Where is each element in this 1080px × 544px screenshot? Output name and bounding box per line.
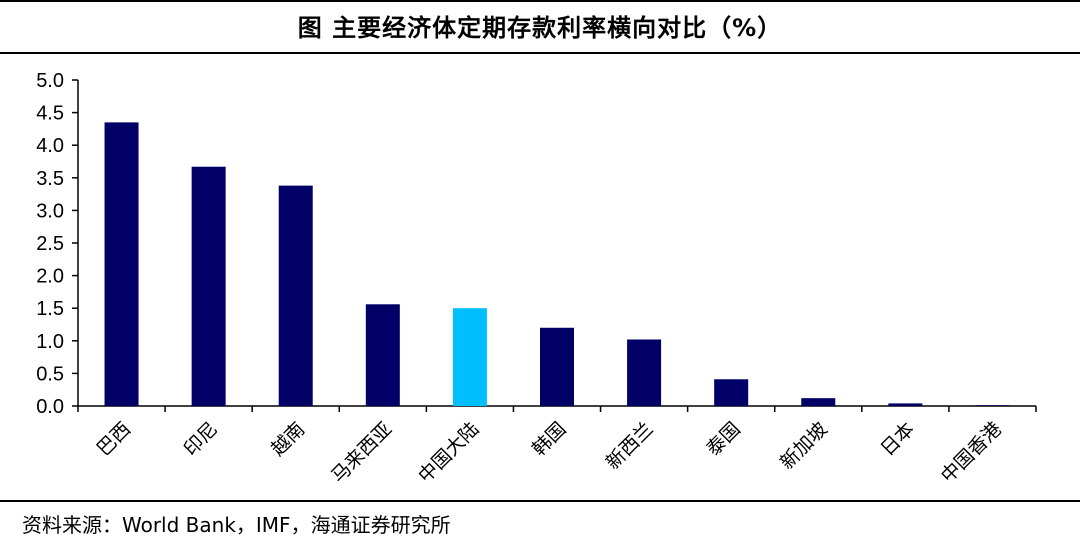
x-tick-label: 越南 <box>267 418 309 460</box>
y-tick-label: 0.5 <box>36 363 64 385</box>
bar <box>104 122 139 406</box>
bar <box>714 379 749 406</box>
y-tick-label: 2.0 <box>36 266 64 288</box>
x-tick-label: 中国香港 <box>937 418 1006 487</box>
bar <box>540 327 574 406</box>
chart-title: 图 主要经济体定期存款利率横向对比（%） <box>297 14 783 42</box>
x-tick-label: 印尼 <box>180 418 222 460</box>
bar <box>888 403 923 406</box>
x-tick-label: 巴西 <box>93 418 135 460</box>
x-tick-label: 日本 <box>876 418 918 460</box>
y-tick-label: 4.0 <box>36 135 64 157</box>
bar <box>278 185 313 406</box>
x-tick-label: 马来西亚 <box>327 418 396 487</box>
bar <box>975 405 1010 406</box>
chart-area: 0.0 0.5 1.0 1.5 2.0 2.5 3.0 3.5 4.0 4.5 5.0 巴西 印尼 越南马… <box>0 56 1080 496</box>
y-tick-label: 1.5 <box>36 298 64 320</box>
title-rule <box>0 52 1080 54</box>
bar <box>191 166 226 406</box>
y-tick-label: 0.0 <box>36 396 64 418</box>
x-tick-label: 泰国 <box>702 418 744 460</box>
bar <box>452 308 487 406</box>
x-tick-label: 新加坡 <box>776 418 832 474</box>
bar <box>627 339 662 406</box>
source-note: 资料来源：World Bank，IMF，海通证券研究所 <box>22 513 451 537</box>
y-tick-label: 4.5 <box>36 103 64 125</box>
bar <box>365 304 400 406</box>
y-tick-label: 2.5 <box>36 233 64 255</box>
bottom-rule <box>0 500 1080 502</box>
top-rule <box>0 0 1080 2</box>
x-tick-label: 新西兰 <box>602 418 658 474</box>
bar-chart: 0.0 0.5 1.0 1.5 2.0 2.5 3.0 3.5 4.0 4.5 5.0 巴西 印尼 越南马… <box>36 70 1037 487</box>
x-tick-label: 中国大陆 <box>414 418 483 487</box>
y-tick-label: 5.0 <box>36 70 64 92</box>
y-tick-label: 3.0 <box>36 200 64 222</box>
x-tick-label: 韩国 <box>528 418 570 460</box>
y-tick-label: 1.0 <box>36 331 64 353</box>
y-tick-label: 3.5 <box>36 168 64 190</box>
bar <box>801 398 836 406</box>
